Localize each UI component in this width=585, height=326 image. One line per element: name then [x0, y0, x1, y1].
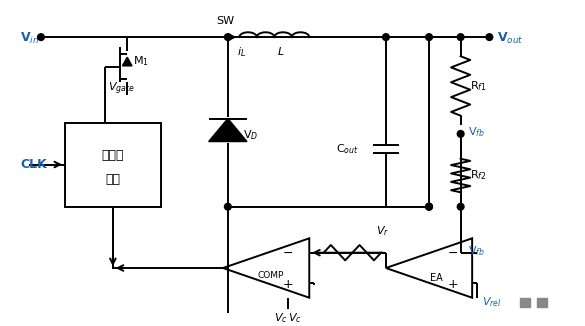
Circle shape — [37, 34, 44, 40]
Polygon shape — [122, 57, 132, 66]
Circle shape — [383, 34, 389, 40]
Text: V$_{fb}$: V$_{fb}$ — [469, 125, 486, 139]
Circle shape — [457, 203, 464, 210]
Text: +: + — [283, 278, 294, 291]
Bar — [520, 298, 529, 307]
Circle shape — [225, 203, 231, 210]
Text: $i_L$: $i_L$ — [238, 46, 246, 59]
Text: $V_{gate}$: $V_{gate}$ — [108, 80, 135, 96]
Text: V$_{out}$: V$_{out}$ — [497, 31, 524, 46]
Text: V$_c$: V$_c$ — [274, 311, 287, 325]
Text: V$_{in}$: V$_{in}$ — [20, 31, 39, 46]
Text: −: − — [283, 247, 294, 260]
Text: V$_{fb}$: V$_{fb}$ — [469, 244, 486, 258]
Text: M$_1$: M$_1$ — [133, 54, 149, 68]
Text: SW: SW — [216, 16, 235, 26]
Text: −: − — [448, 247, 458, 260]
Text: EA: EA — [431, 273, 443, 283]
Circle shape — [426, 203, 432, 210]
Text: R$_{f2}$: R$_{f2}$ — [470, 168, 487, 182]
Text: C$_{out}$: C$_{out}$ — [336, 142, 359, 156]
Text: R$_{f1}$: R$_{f1}$ — [470, 79, 487, 93]
Circle shape — [457, 34, 464, 40]
Bar — [65, 123, 161, 207]
Bar — [537, 298, 547, 307]
Text: 驱动: 驱动 — [105, 173, 121, 186]
Text: 逻辑与: 逻辑与 — [102, 149, 124, 161]
Circle shape — [225, 34, 231, 40]
Polygon shape — [209, 119, 247, 141]
Text: V$_r$: V$_r$ — [376, 225, 390, 238]
Text: L: L — [278, 48, 284, 57]
Circle shape — [426, 34, 432, 40]
Text: V$_D$: V$_D$ — [243, 128, 259, 142]
Text: CLK: CLK — [20, 158, 47, 171]
Circle shape — [426, 203, 432, 210]
Text: COMP: COMP — [258, 271, 284, 280]
Text: +: + — [448, 278, 458, 291]
Text: V$_c$: V$_c$ — [288, 311, 302, 325]
Circle shape — [457, 130, 464, 137]
Circle shape — [486, 34, 493, 40]
Text: V$_{rel}$: V$_{rel}$ — [481, 295, 501, 309]
